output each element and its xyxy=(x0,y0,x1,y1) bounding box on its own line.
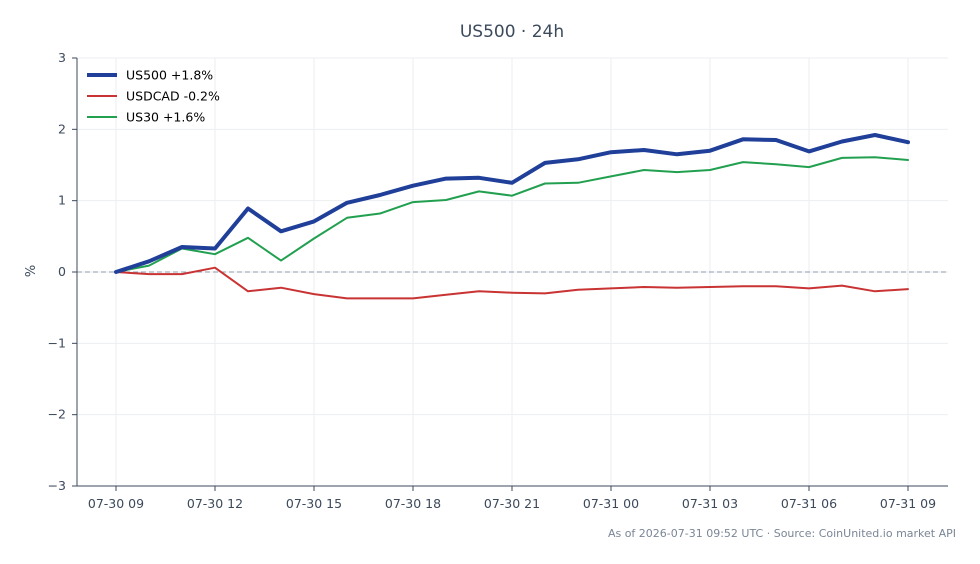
y-tick-label: 3 xyxy=(58,50,66,65)
y-axis-label: % xyxy=(24,265,39,277)
x-tick-label: 07-30 09 xyxy=(88,496,144,511)
x-tick-label: 07-30 12 xyxy=(187,496,243,511)
x-tick-label: 07-31 09 xyxy=(880,496,936,511)
series-lines xyxy=(114,133,910,300)
x-tick-label: 07-31 03 xyxy=(682,496,738,511)
legend-label: US500 +1.8% xyxy=(126,68,213,83)
axes: 3 2 1 0 −1 −2 −3 07-30 09 07-30 12 07-30 15 07-30 … xyxy=(48,50,948,511)
x-tick-label: 07-31 00 xyxy=(583,496,639,511)
chart-title: US500 · 24h xyxy=(460,22,564,42)
series-line xyxy=(115,266,909,300)
series-line xyxy=(115,156,909,273)
x-tick-label: 07-30 21 xyxy=(484,496,540,511)
series-line xyxy=(114,133,910,274)
legend-label: USDCAD -0.2% xyxy=(126,89,220,104)
x-tick-label: 07-31 06 xyxy=(781,496,837,511)
y-tick-label: 0 xyxy=(58,264,66,279)
legend: US500 +1.8% USDCAD -0.2% US30 +1.6% xyxy=(87,68,220,125)
y-tick-label: −3 xyxy=(48,478,66,493)
source-footnote: As of 2026-07-31 09:52 UTC · Source: Coi… xyxy=(608,527,956,540)
y-tick-label: −1 xyxy=(48,335,66,350)
legend-label: US30 +1.6% xyxy=(126,110,205,125)
y-tick-label: 2 xyxy=(58,121,66,136)
y-tick-label: 1 xyxy=(58,193,66,208)
x-tick-label: 07-30 18 xyxy=(385,496,441,511)
x-tick-label: 07-30 15 xyxy=(286,496,342,511)
y-tick-label: −2 xyxy=(48,407,66,422)
